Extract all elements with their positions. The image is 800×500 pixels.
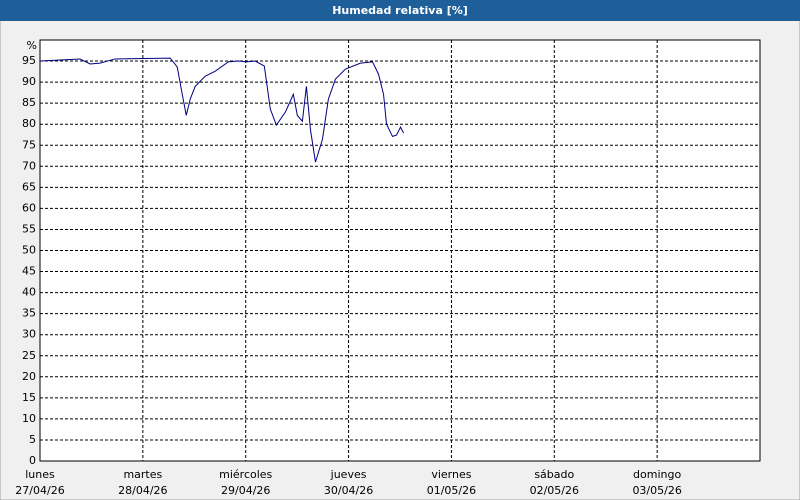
chart-title: Humedad relativa [%] (332, 4, 468, 17)
x-tick-date: 02/05/26 (530, 484, 579, 497)
y-tick-label: 40 (22, 286, 36, 299)
x-tick-date: 29/04/26 (221, 484, 270, 497)
x-tick-date: 01/05/26 (427, 484, 476, 497)
x-tick-label: viernes (431, 468, 471, 481)
plot-border (39, 39, 761, 462)
y-tick-label: 60 (22, 201, 36, 214)
y-tick-label: 90 (22, 75, 36, 88)
x-tick-label: domingo (633, 468, 681, 481)
y-tick-label: 55 (22, 222, 36, 235)
title-bar (0, 0, 800, 21)
y-tick-label: 80 (22, 117, 36, 130)
y-tick-label: 65 (22, 180, 36, 193)
x-tick-label: sábado (534, 468, 574, 481)
x-tick-date: 30/04/26 (324, 484, 373, 497)
x-tick-label: lunes (25, 468, 55, 481)
y-tick-label: 45 (22, 265, 36, 278)
y-tick-label: 10 (22, 412, 36, 425)
y-axis-label: % (27, 39, 37, 52)
y-tick-label: 0 (29, 454, 36, 467)
y-tick-label: 25 (22, 349, 36, 362)
line (39, 57, 405, 163)
x-tick-label: miércoles (219, 468, 272, 481)
y-tick-label: 85 (22, 96, 36, 109)
y-tick-label: 20 (22, 370, 36, 383)
y-tick-label: 5 (29, 433, 36, 446)
x-tick-date: 27/04/26 (15, 484, 64, 497)
y-tick-label: 50 (22, 244, 36, 257)
x-tick-label: jueves (330, 468, 367, 481)
x-tick-date: 28/04/26 (118, 484, 167, 497)
y-tick-label: 70 (22, 159, 36, 172)
x-tick-date: 03/05/26 (632, 484, 681, 497)
y-tick-label: 15 (22, 391, 36, 404)
y-tick-label: 30 (22, 328, 36, 341)
x-tick-label: martes (123, 468, 162, 481)
y-tick-label: 75 (22, 138, 36, 151)
y-tick-label: 95 (22, 54, 36, 67)
y-tick-label: 35 (22, 307, 36, 320)
